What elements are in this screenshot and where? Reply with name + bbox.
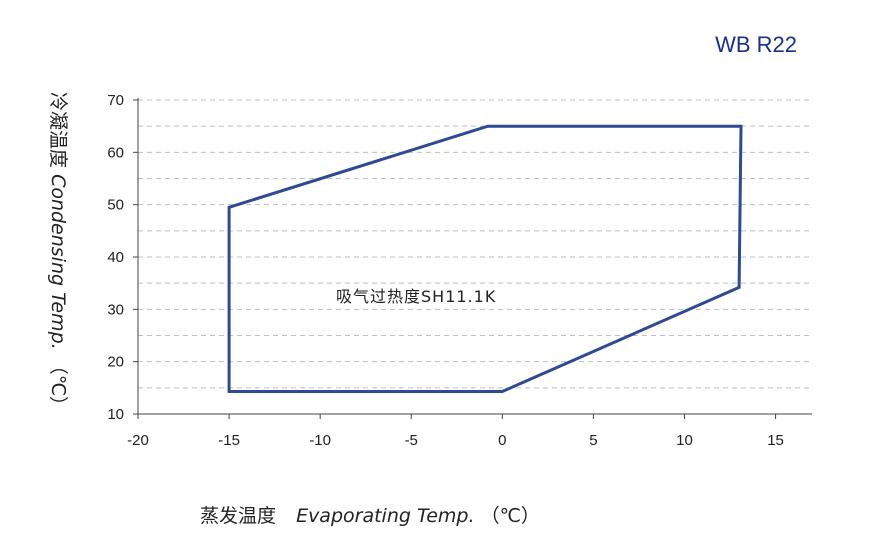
- y-tick-label: 40: [107, 249, 124, 266]
- y-tick-label: 60: [107, 144, 124, 161]
- x-tick-labels: -20 -15 -10 -5 0 5 10 15: [127, 432, 784, 449]
- y-tick-labels: 10 20 30 40 50 60 70: [107, 92, 124, 423]
- series-envelope: [227, 124, 743, 393]
- x-tick-label: -5: [405, 432, 418, 449]
- x-axis-title-unit: （℃）: [481, 505, 540, 527]
- grid-lines: [138, 99, 812, 389]
- x-axis-title-en: Evaporating Temp.: [296, 505, 474, 527]
- x-tick-label: 10: [676, 432, 693, 449]
- y-axis-title-en: Condensing Temp.: [47, 174, 69, 350]
- x-tick-label: -10: [309, 432, 331, 449]
- x-axis-title-cn: 蒸发温度: [200, 505, 276, 527]
- y-tick-label: 10: [107, 406, 124, 423]
- x-axis-title: 蒸发温度 Evaporating Temp. （℃）: [200, 505, 540, 527]
- x-tick-label: -20: [127, 432, 149, 449]
- y-axis-title-cn: 冷凝温度: [47, 92, 69, 168]
- x-tick-label: 15: [767, 432, 784, 449]
- axes: [133, 98, 812, 419]
- y-axis-title: 冷凝温度 Condensing Temp. （℃）: [47, 92, 69, 415]
- series-group: [227, 124, 743, 393]
- x-tick-label: 5: [589, 432, 597, 449]
- y-tick-label: 20: [107, 354, 124, 371]
- y-axis-title-unit: （℃）: [47, 356, 69, 415]
- x-tick-label: 0: [498, 432, 506, 449]
- y-tick-label: 50: [107, 197, 124, 214]
- y-tick-label: 70: [107, 92, 124, 109]
- y-tick-label: 30: [107, 301, 124, 318]
- x-tick-label: -15: [218, 432, 240, 449]
- annotation: 吸气过热度SH11.1K: [336, 287, 496, 306]
- chart-title: WB R22: [715, 32, 797, 57]
